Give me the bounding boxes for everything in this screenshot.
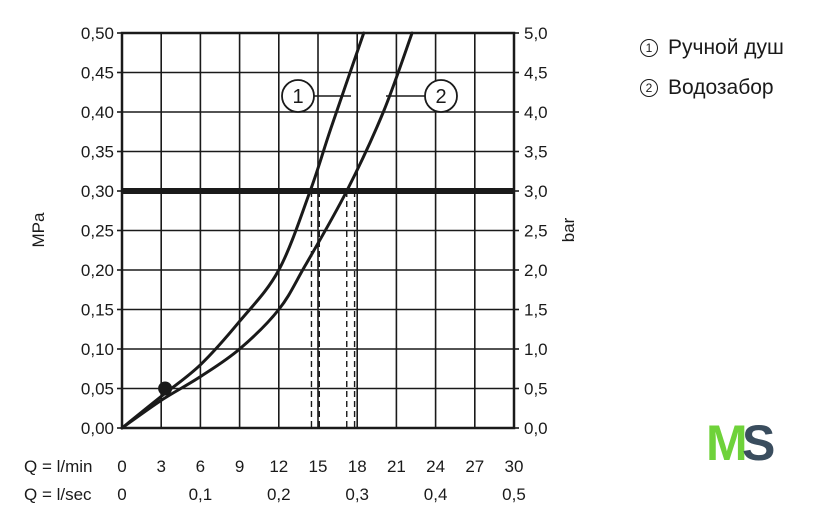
x-primary-tick-label: 24: [426, 457, 445, 476]
logo-letter-s: S: [742, 415, 776, 471]
x-secondary-tick-label: 0,1: [189, 485, 213, 504]
x-secondary-tick-label: 0,5: [502, 485, 526, 504]
axis-tick-labels: 0,000,050,100,150,200,250,300,350,400,45…: [24, 24, 578, 504]
y-right-tick-label: 4,5: [524, 64, 548, 83]
y-right-tick-label: 0,5: [524, 380, 548, 399]
x-primary-tick-label: 15: [309, 457, 328, 476]
callout-label-1: 1: [292, 86, 303, 108]
y-right-tick-label: 1,5: [524, 301, 548, 320]
x-primary-tick-label: 21: [387, 457, 406, 476]
legend-item-2: 2 Водозабор: [640, 68, 784, 108]
x-primary-tick-label: 27: [465, 457, 484, 476]
y-left-tick-label: 0,15: [81, 301, 114, 320]
x-primary-tick-label: 18: [348, 457, 367, 476]
y-right-tick-label: 2,5: [524, 222, 548, 241]
y-left-tick-label: 0,35: [81, 143, 114, 162]
callout-circle-1: [281, 79, 315, 113]
y-left-tick-label: 0,40: [81, 103, 114, 122]
logo-letter-m: M: [706, 415, 748, 471]
x-primary-tick-label: 30: [505, 457, 524, 476]
highlight-point: [158, 381, 173, 396]
legend-marker-2: 2: [640, 79, 658, 97]
legend: 1 Ручной душ 2 Водозабор: [640, 28, 784, 108]
y-left-tick-label: 0,25: [81, 222, 114, 241]
x-primary-axis-label: Q = l/min: [24, 457, 93, 476]
chart-grid: [117, 31, 519, 430]
y-right-tick-label: 3,0: [524, 182, 548, 201]
y-left-axis-label: MPa: [29, 212, 48, 248]
y-left-tick-label: 0,30: [81, 182, 114, 201]
x-primary-tick-label: 6: [196, 457, 205, 476]
y-left-tick-label: 0,50: [81, 24, 114, 43]
x-primary-tick-label: 12: [269, 457, 288, 476]
x-primary-tick-label: 3: [156, 457, 165, 476]
y-left-tick-label: 0,00: [81, 419, 114, 438]
x-secondary-tick-label: 0,3: [345, 485, 369, 504]
y-right-tick-label: 5,0: [524, 24, 548, 43]
callout-circle-2: [424, 79, 458, 113]
y-right-tick-label: 3,5: [524, 143, 548, 162]
y-left-tick-label: 0,10: [81, 340, 114, 359]
x-secondary-tick-label: 0,4: [424, 485, 448, 504]
legend-item-1: 1 Ручной душ: [640, 28, 784, 68]
series-curves: [120, 31, 414, 430]
x-secondary-tick-label: 0: [117, 485, 126, 504]
y-left-tick-label: 0,45: [81, 64, 114, 83]
series-line-2: [120, 31, 414, 430]
y-right-tick-label: 1,0: [524, 340, 548, 359]
x-primary-tick-label: 9: [235, 457, 244, 476]
callout-label-2: 2: [435, 86, 446, 108]
x-secondary-axis-label: Q = l/sec: [24, 485, 92, 504]
legend-label-1: Ручной душ: [668, 36, 784, 59]
legend-label-2: Водозабор: [668, 76, 774, 99]
ms-logo: M S: [706, 418, 786, 468]
y-left-tick-label: 0,05: [81, 380, 114, 399]
y-right-tick-label: 2,0: [524, 261, 548, 280]
y-left-tick-label: 0,20: [81, 261, 114, 280]
legend-marker-1: 1: [640, 39, 658, 57]
y-right-tick-label: 4,0: [524, 103, 548, 122]
y-right-tick-label: 0,0: [524, 419, 548, 438]
x-secondary-tick-label: 0,2: [267, 485, 291, 504]
x-primary-tick-label: 0: [117, 457, 126, 476]
y-right-axis-label: bar: [559, 217, 578, 242]
